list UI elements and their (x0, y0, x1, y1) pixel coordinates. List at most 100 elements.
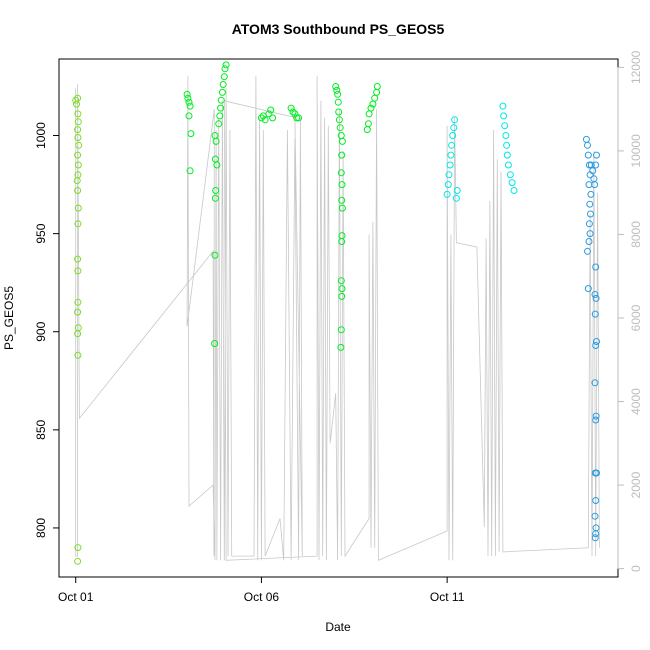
data-point (74, 330, 82, 338)
data-point (184, 94, 192, 102)
data-point (211, 155, 219, 163)
x-axis-title: Date (325, 620, 351, 634)
data-point (291, 110, 299, 118)
data-point (211, 194, 219, 202)
data-point (217, 104, 225, 112)
data-point (334, 90, 342, 98)
data-point (73, 100, 80, 108)
data-point (373, 88, 381, 96)
data-point (371, 94, 379, 102)
data-point (289, 108, 297, 116)
data-point (503, 141, 511, 149)
data-point (295, 114, 303, 122)
data-point (503, 151, 511, 159)
y2-tick-label: 12000 (629, 50, 643, 84)
data-point (213, 161, 221, 169)
data-point (591, 534, 599, 542)
data-point (591, 379, 599, 387)
data-point (373, 83, 381, 90)
data-point (219, 81, 227, 88)
data-point (451, 116, 459, 124)
data-point (593, 151, 600, 159)
data-point (332, 83, 340, 90)
y2-tick-label: 0 (629, 565, 643, 572)
data-point (335, 116, 343, 124)
data-point (265, 110, 273, 118)
y-tick-label: 1000 (34, 122, 48, 149)
data-point (338, 292, 346, 300)
data-point (592, 412, 600, 420)
data-point (585, 238, 593, 245)
data-point (499, 102, 507, 110)
data-point (74, 544, 82, 552)
data-point (257, 114, 265, 122)
data-point (216, 112, 224, 120)
data-point (365, 110, 373, 118)
data-point (74, 110, 82, 118)
data-point (592, 294, 600, 302)
data-point (506, 171, 514, 179)
data-point (333, 86, 341, 94)
data-point (74, 118, 82, 126)
data-point (367, 104, 375, 112)
y-tick-label: 950 (34, 223, 48, 243)
data-point (183, 90, 191, 98)
data-point (337, 343, 345, 351)
data-point (591, 310, 599, 318)
data-point (338, 285, 346, 293)
data-point (510, 187, 518, 194)
data-point (75, 141, 83, 149)
data-point (338, 238, 346, 245)
data-point (593, 469, 600, 477)
data-point (187, 130, 195, 138)
data-point (74, 204, 82, 212)
data-point (222, 61, 230, 69)
data-point (215, 120, 223, 128)
data-point (447, 151, 455, 159)
altitude-line-layer (75, 75, 600, 561)
data-point (74, 557, 82, 565)
data-point (500, 112, 508, 120)
data-point (444, 181, 452, 189)
data-point (337, 169, 345, 177)
data-point (74, 161, 82, 169)
data-point (592, 530, 600, 538)
data-point (185, 98, 193, 106)
data-point (74, 267, 82, 275)
data-point (445, 171, 453, 179)
data-point (211, 251, 219, 259)
data-point (584, 247, 591, 255)
y-axis-left: 800 850 900 950 1000 (34, 122, 60, 538)
data-point (587, 190, 595, 198)
data-point (584, 151, 592, 159)
data-point (449, 132, 457, 139)
y-tick-label: 800 (34, 518, 48, 538)
data-point (74, 151, 82, 159)
data-point (211, 132, 219, 139)
data-point (584, 141, 591, 149)
data-point (74, 298, 82, 306)
points-layer (72, 61, 600, 565)
data-point (592, 161, 600, 169)
chart-title: ATOM3 Southbound PS_GEOS5 (232, 21, 445, 37)
data-point (186, 102, 194, 110)
data-point (589, 167, 597, 175)
data-point (74, 308, 82, 316)
data-point (221, 65, 229, 73)
data-point (334, 98, 342, 106)
y2-tick-label: 8000 (629, 221, 643, 248)
data-point (336, 124, 344, 132)
data-point (453, 187, 461, 194)
data-point (287, 104, 295, 112)
x-axis: Oct 01 Oct 06 Oct 11 (58, 576, 465, 604)
data-point (267, 106, 275, 114)
data-point (211, 340, 219, 347)
data-point (591, 181, 599, 189)
data-point (74, 255, 82, 263)
y-axis-title: PS_GEOS5 (2, 286, 16, 350)
data-point (74, 220, 82, 228)
y-tick-label: 850 (34, 420, 48, 440)
data-point (586, 200, 594, 208)
data-point (592, 416, 600, 424)
data-point (186, 167, 194, 175)
